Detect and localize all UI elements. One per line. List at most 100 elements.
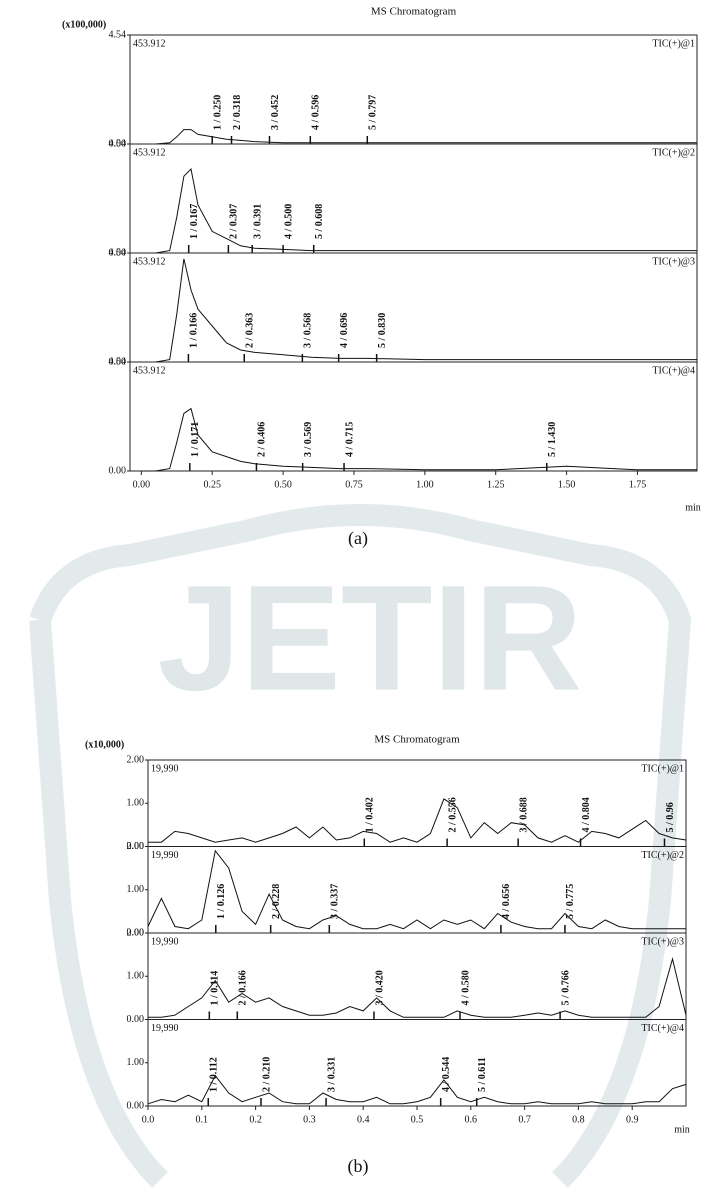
y-tick-label: 0.00: [109, 465, 127, 476]
peak-label: 2 / 0.307: [229, 204, 240, 239]
peak-label: 2 / 0.166: [238, 970, 249, 1005]
x-axis-label: min: [674, 1124, 690, 1135]
x-tick-label: 0.50: [274, 479, 292, 490]
x-tick-label: 0.0: [142, 1114, 155, 1125]
peak-label: 3 / 0.452: [270, 95, 281, 130]
peak-label: 3 / 0.688: [518, 797, 529, 832]
peak-label: 2 / 0.406: [257, 422, 268, 457]
x-tick-label: 0.25: [203, 479, 221, 490]
y-tick-label: 0.00: [109, 247, 127, 258]
peak-label: 5 / 0.775: [565, 884, 576, 919]
chromatogram-trace: [141, 407, 697, 472]
peak-label: 5 / 0.96: [665, 802, 676, 832]
x-tick-label: 0.1: [196, 1114, 209, 1125]
peak-label: 4 / 0.580: [460, 970, 471, 1005]
peak-label: 4 / 0.596: [311, 95, 322, 130]
x-tick-label: 0.2: [249, 1114, 262, 1125]
trace-label: TIC(+)@3: [641, 936, 684, 947]
x-tick-label: 1.25: [487, 479, 505, 490]
peak-label: 4 / 0.656: [501, 884, 512, 919]
panel-frame: [129, 252, 698, 363]
y-tick-label: 1.00: [127, 971, 145, 982]
y-tick-label: 2.00: [127, 927, 145, 938]
y-tick-label: 0.00: [127, 841, 145, 852]
x-tick-label: 0.6: [465, 1114, 478, 1125]
trace-label: TIC(+)@2: [652, 147, 695, 158]
peak-label: 5 / 0.608: [314, 204, 325, 239]
peak-label: 4 / 0.715: [344, 422, 355, 457]
peak-label: 3 / 0.569: [303, 422, 314, 457]
y-unit: (x100,000): [62, 19, 106, 30]
panel-label: 19,990: [151, 763, 179, 774]
y-tick-label: 4.54: [109, 247, 127, 258]
x-tick-label: 0.8: [572, 1114, 585, 1125]
panel-frame: [129, 143, 698, 254]
chart-title: MS Chromatogram: [371, 6, 457, 18]
trace-label: TIC(+)@1: [641, 763, 684, 774]
x-tick-label: 1.75: [629, 479, 647, 490]
peak-label: 2 / 0.228: [271, 884, 282, 919]
peak-label: 2 / 0.210: [261, 1057, 272, 1092]
x-tick-label: 0.75: [345, 479, 363, 490]
peak-label: 5 / 1.430: [547, 422, 558, 457]
y-tick-label: 1.00: [127, 798, 145, 809]
figure-caption: (a): [348, 528, 368, 549]
chart-title: MS Chromatogram: [374, 734, 460, 746]
y-tick-label: 0.00: [127, 1014, 145, 1025]
panel-label: 453.912: [133, 256, 166, 267]
panel-label: 19,990: [151, 936, 179, 947]
y-tick-label: 0.00: [109, 356, 127, 367]
peak-label: 1 / 0.166: [189, 313, 200, 348]
y-tick-label: 2.00: [127, 841, 145, 852]
trace-label: TIC(+)@1: [652, 38, 695, 49]
trace-label: TIC(+)@3: [652, 256, 695, 267]
panel-frame: [147, 932, 687, 1020]
peak-label: 5 / 0.766: [560, 970, 571, 1005]
figure-caption: (b): [348, 1156, 369, 1177]
y-tick-label: 4.54: [109, 29, 127, 40]
chromatogram-trace: [141, 258, 697, 363]
peak-label: 5 / 0.797: [368, 95, 379, 130]
panel-label: 453.912: [133, 38, 166, 49]
y-tick-label: 4.54: [109, 138, 127, 149]
x-axis-label: min: [685, 502, 701, 513]
peak-label: 4 / 0.696: [339, 313, 350, 348]
chromatogram-trace: [141, 167, 697, 254]
chromatogram-trace: [148, 798, 687, 843]
peak-label: 5 / 0.830: [377, 313, 388, 348]
x-tick-label: 1.50: [558, 479, 576, 490]
x-tick-label: 0.7: [518, 1114, 531, 1125]
watermark-shield: [29, 504, 692, 1188]
peak-label: 5 / 0.611: [477, 1057, 488, 1092]
peak-label: 3 / 0.568: [303, 313, 314, 348]
chromatogram-trace: [147, 849, 686, 930]
y-tick-label: 1.00: [127, 1057, 145, 1068]
x-tick-label: 0.4: [357, 1114, 370, 1125]
peak-label: 3 / 0.420: [374, 970, 385, 1005]
x-tick-label: 0.00: [133, 479, 151, 490]
x-tick-label: 0.9: [626, 1114, 639, 1125]
trace-label: TIC(+)@4: [652, 365, 695, 376]
chromatogram-trace: [141, 129, 697, 145]
peak-label: 3 / 0.331: [326, 1057, 337, 1092]
peak-label: 2 / 0.556: [447, 797, 458, 832]
panel-label: 19,990: [151, 1023, 179, 1034]
peak-label: 1 / 0.171: [190, 422, 201, 457]
x-tick-label: 0.3: [303, 1114, 316, 1125]
peak-label: 1 / 0.167: [189, 204, 200, 239]
peak-label: 4 / 0.500: [283, 204, 294, 239]
peak-label: 3 / 0.337: [330, 884, 341, 919]
peak-label: 1 / 0.112: [209, 1057, 220, 1092]
peak-label: 3 / 0.391: [252, 204, 263, 239]
panel-label: 19,990: [151, 850, 179, 861]
y-tick-label: 0.00: [109, 138, 127, 149]
chromatogram-trace: [147, 1074, 687, 1105]
peak-label: 1 / 0.402: [365, 797, 376, 832]
peak-label: 1 / 0.250: [213, 95, 224, 130]
y-unit: (x10,000): [85, 739, 124, 750]
peak-label: 1 / 0.114: [210, 971, 221, 1006]
peak-label: 2 / 0.318: [232, 95, 243, 130]
watermark: JETIR: [157, 554, 582, 722]
y-tick-label: 4.54: [109, 356, 127, 367]
